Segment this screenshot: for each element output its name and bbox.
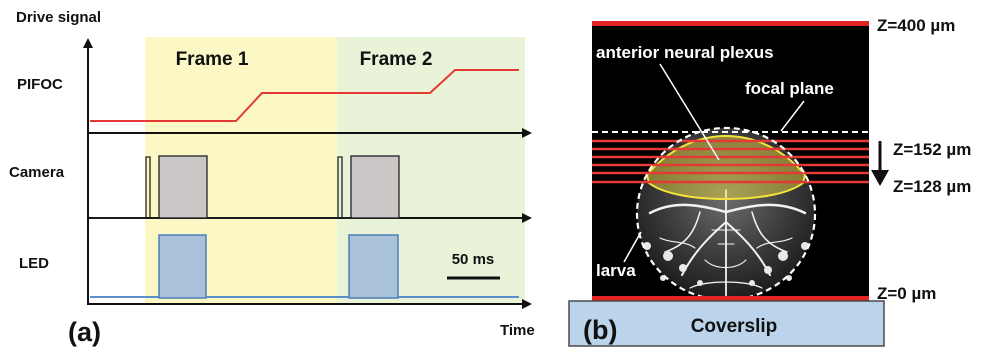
camera-exposure-2	[350, 155, 400, 219]
led-label: LED	[19, 255, 49, 272]
panel-a-label: (a)	[68, 317, 101, 347]
coverslip-label: Coverslip	[691, 316, 778, 337]
anterior-neural-plexus-label: anterior neural plexus	[596, 43, 774, 62]
led-trace	[90, 234, 519, 299]
scan-direction-arrow	[871, 141, 889, 186]
pifoc-trace	[90, 69, 519, 122]
larva-outline	[635, 126, 817, 302]
focal-plane-stack	[592, 139, 869, 184]
z-152-label: Z=152 µm	[893, 140, 971, 159]
led-pulse-1	[158, 234, 207, 299]
panel-a-timing-diagram: 50 ms Drive signal Time Frame 1 Frame 2 …	[9, 9, 535, 347]
x-axis-label: Time	[500, 322, 535, 339]
focal-pointer	[780, 100, 805, 132]
z-bottom-label: Z=0 µm	[877, 284, 936, 303]
pifoc-label: PIFOC	[17, 76, 63, 93]
panel-b-label: (b)	[583, 315, 617, 345]
top-limit-line	[592, 21, 869, 26]
z-top-label: Z=400 µm	[877, 16, 955, 35]
camera-exposure-1	[158, 155, 208, 219]
y-axis-label: Drive signal	[16, 9, 101, 26]
frame2-label: Frame 2	[360, 49, 433, 70]
bottom-limit-line	[592, 296, 869, 301]
plexus-pointer	[659, 63, 720, 161]
led-pulse-2	[348, 234, 399, 299]
frame1-label: Frame 1	[176, 49, 249, 70]
camera-trace	[90, 155, 400, 219]
panel-b-imaging-geometry: anterior neural plexus focal plane larva…	[568, 16, 971, 347]
larva-pointer	[623, 231, 642, 263]
larva-label: larva	[596, 261, 636, 280]
coverslip	[568, 300, 885, 347]
scale-bar-label: 50 ms	[452, 251, 495, 268]
larva-image	[637, 128, 815, 300]
z-128-label: Z=128 µm	[893, 177, 971, 196]
focal-plane-label: focal plane	[745, 79, 834, 98]
camera-label: Camera	[9, 164, 65, 181]
